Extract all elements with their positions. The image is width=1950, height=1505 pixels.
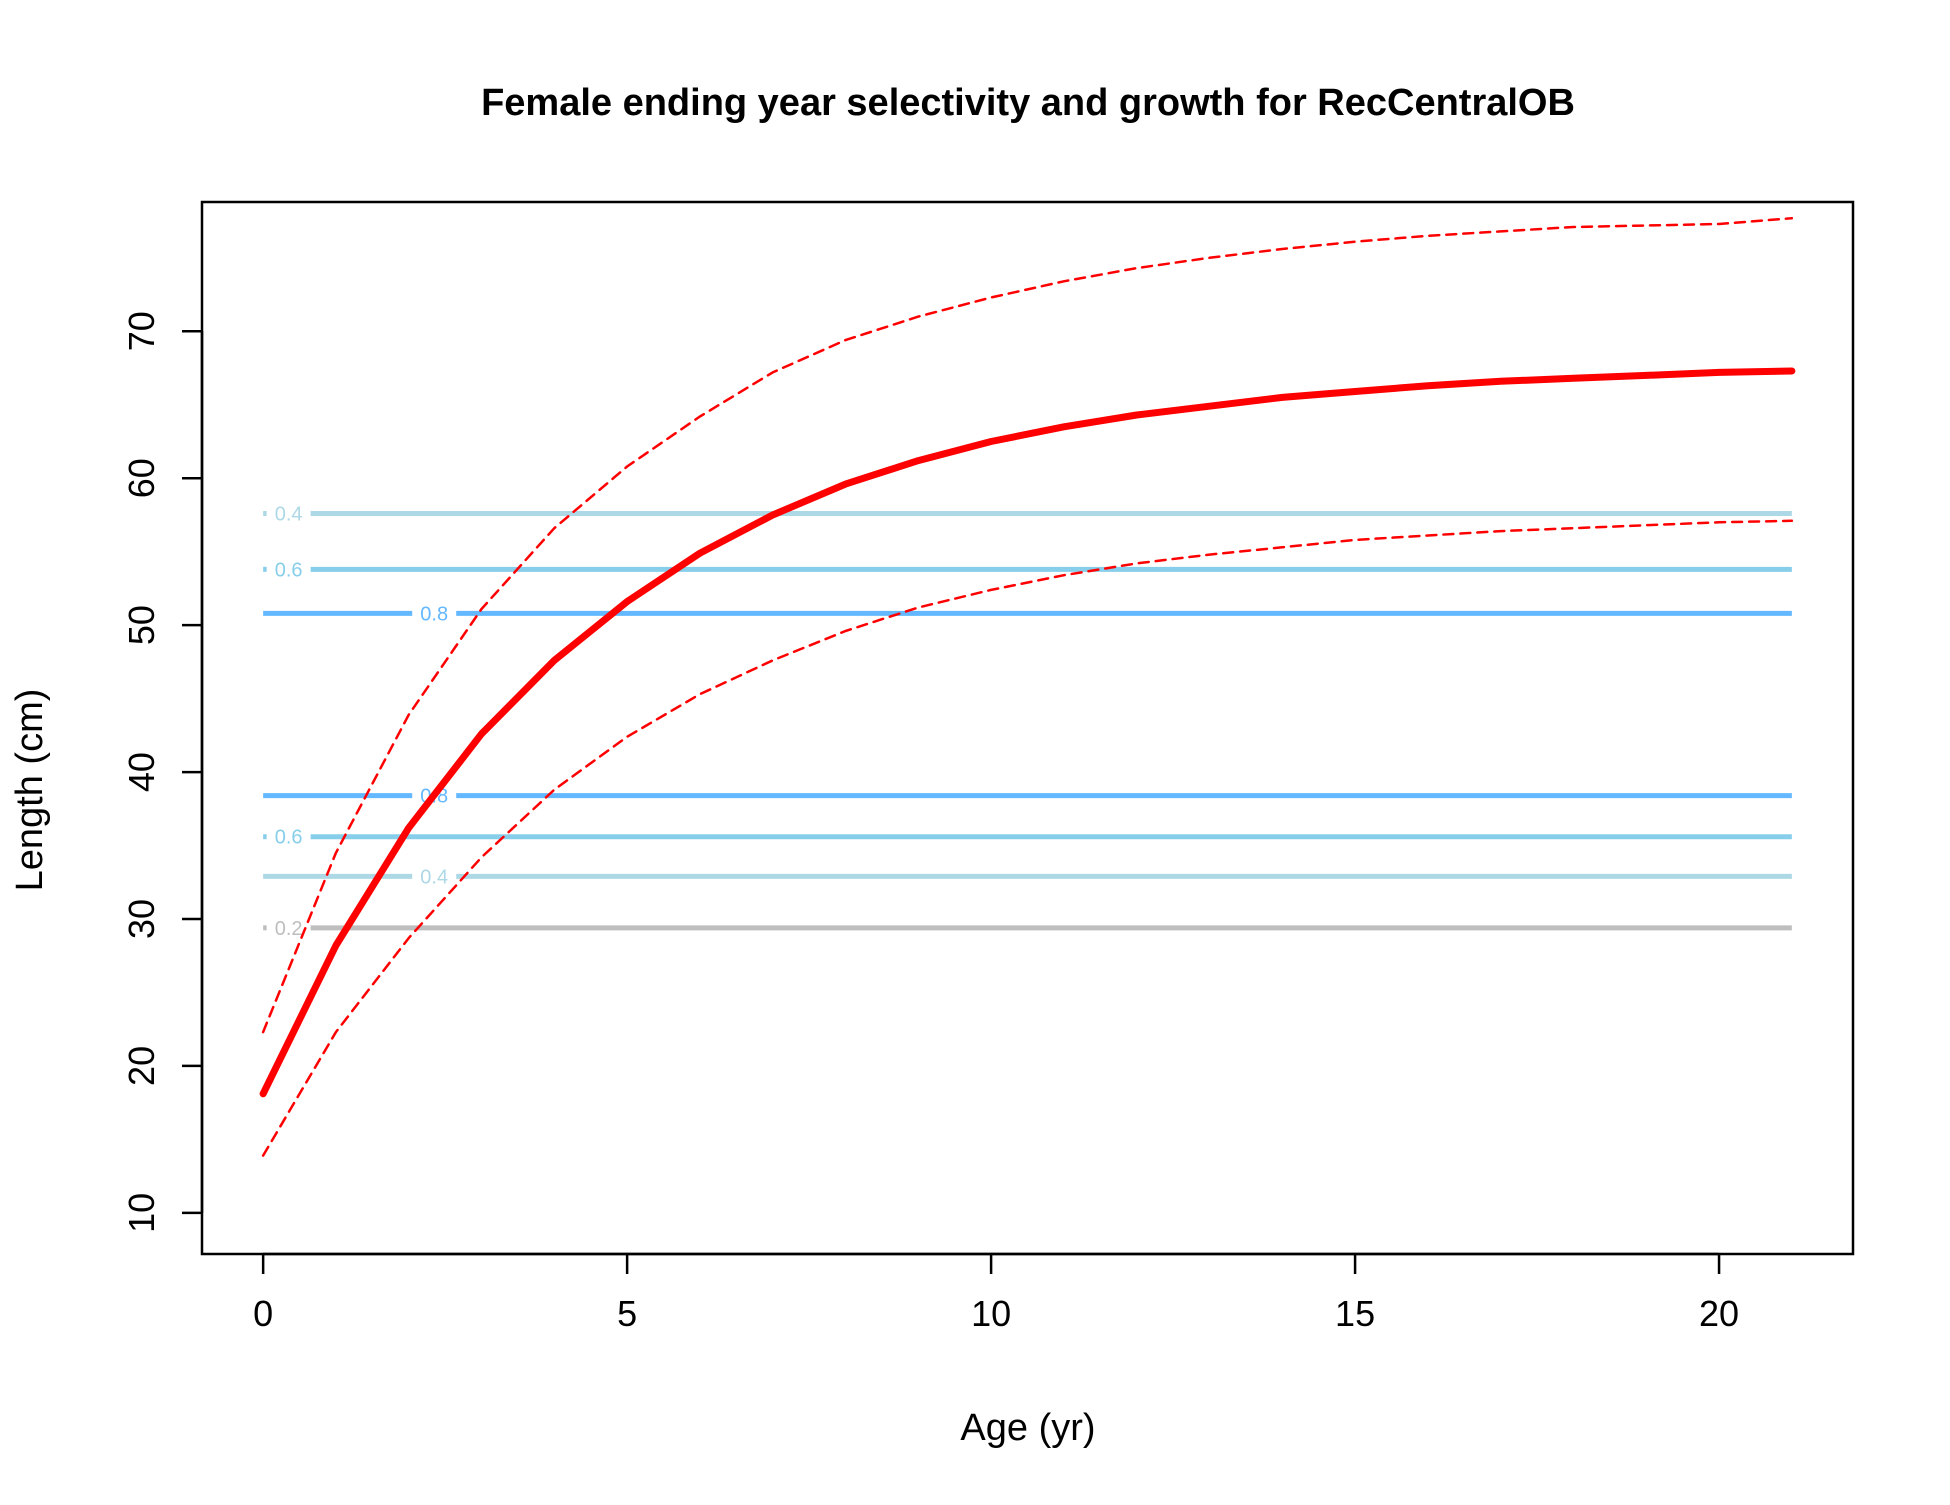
x-tick-label: 10 [971,1293,1011,1334]
x-tick-label: 0 [253,1293,273,1334]
y-tick-label: 30 [121,899,162,939]
contour-label: 0.4 [275,503,303,525]
growth-line-mean [259,367,1796,1098]
y-tick-label: 70 [121,311,162,351]
y-tick-label: 20 [121,1046,162,1086]
x-tick-label: 15 [1335,1293,1375,1334]
growth-curves [259,216,1796,1157]
growth-line-lower [261,519,1794,1157]
contour-label: 0.8 [420,603,448,625]
x-tick-label: 5 [617,1293,637,1334]
y-tick-label: 50 [121,605,162,645]
contour-label: 0.4 [420,866,448,888]
x-axis-label: Age (yr) [960,1407,1095,1449]
y-tick-label: 40 [121,752,162,792]
x-tick-label: 20 [1699,1293,1739,1334]
plot-frame [200,200,1855,1256]
chart-title: Female ending year selectivity and growt… [481,82,1575,124]
selectivity-contours: 0.40.60.80.80.60.40.2 [263,503,1792,940]
axes: 0 5 10 15 20 10 20 30 40 50 60 70 [121,311,1739,1334]
y-tick-label: 10 [121,1193,162,1233]
y-tick-label: 60 [121,458,162,498]
contour-label: 0.2 [275,918,303,940]
contour-label: 0.6 [275,559,303,581]
y-axis-label: Length (cm) [9,689,51,892]
growth-line-upper [261,216,1794,1034]
contour-label: 0.6 [275,827,303,849]
